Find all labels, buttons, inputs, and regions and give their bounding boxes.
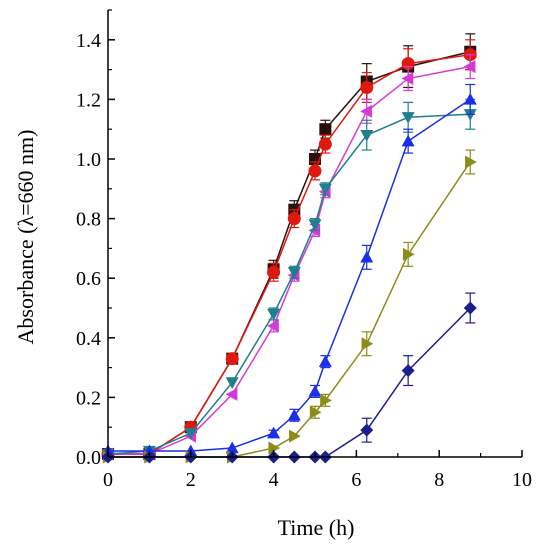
data-point-triangle-right — [289, 429, 301, 443]
series-triangle-left — [101, 54, 476, 461]
data-point-triangle-right — [268, 441, 281, 455]
data-point-diamond — [401, 364, 415, 378]
data-point-triangle-left — [463, 60, 476, 74]
data-point-triangle-right — [320, 393, 332, 407]
data-point-triangle-right — [361, 337, 374, 351]
data-point-triangle-left — [225, 387, 238, 401]
x-tick-label: 2 — [186, 469, 196, 491]
x-tick-label: 6 — [351, 469, 361, 491]
data-point-triangle-right — [402, 247, 415, 261]
data-point-triangle-down — [184, 427, 198, 440]
data-point-diamond — [463, 301, 477, 315]
data-point-square — [319, 123, 332, 136]
data-point-triangle-left — [401, 72, 414, 86]
data-point-triangle-right — [465, 155, 477, 169]
series-triangle-right — [102, 149, 477, 464]
y-axis-title: Absorbance (λ=660 nm) — [13, 130, 38, 345]
series-circle — [101, 39, 477, 461]
data-point-triangle-down — [287, 267, 301, 279]
series-line — [108, 50, 471, 455]
series-triangle-down — [101, 98, 477, 461]
series-square — [102, 33, 477, 461]
data-point-triangle-up — [267, 426, 281, 439]
data-point-triangle-up — [360, 250, 374, 263]
data-point-circle — [267, 265, 281, 279]
y-tick-label: 0.6 — [76, 268, 101, 290]
axes-layer: 0 2 4 6 8 10 0.0 0.2 0.4 0.6 0.8 1.0 1.2 1.4 — [76, 9, 532, 491]
data-point-circle — [318, 137, 332, 151]
y-tick-label: 1.4 — [76, 30, 101, 52]
series-triangle-up — [101, 83, 477, 457]
data-point-triangle-down — [318, 183, 332, 196]
x-tick-label: 8 — [434, 469, 444, 491]
data-point-triangle-up — [318, 355, 332, 367]
data-point-triangle-up — [463, 92, 477, 105]
data-point-diamond — [360, 423, 374, 437]
data-point-triangle-down — [308, 219, 322, 232]
x-axis-title: Time (h) — [278, 515, 355, 540]
y-tick-label: 0.0 — [76, 447, 101, 469]
y-tick-label: 0.2 — [76, 387, 101, 409]
series-line — [108, 65, 471, 455]
data-point-triangle-down — [267, 308, 281, 321]
data-point-triangle-down — [225, 377, 239, 389]
data-point-triangle-up — [225, 441, 239, 454]
y-tick-label: 1.0 — [76, 149, 101, 171]
y-tick-label: 1.2 — [76, 89, 101, 111]
x-tick-label: 10 — [512, 469, 532, 491]
series-line — [107, 113, 471, 455]
x-tick-label: 0 — [103, 469, 113, 491]
data-point-triangle-right — [309, 405, 322, 419]
data-point-circle — [225, 352, 239, 366]
data-point-circle — [287, 212, 301, 226]
data-point-triangle-left — [360, 104, 372, 118]
data-point-circle — [308, 164, 322, 178]
data-point-triangle-up — [287, 408, 301, 421]
data-point-triangle-up — [401, 134, 415, 147]
y-tick-label: 0.8 — [76, 209, 101, 231]
data-point-triangle-down — [360, 129, 374, 142]
data-point-triangle-down — [463, 109, 477, 121]
data-point-triangle-up — [308, 384, 322, 397]
y-tick-label: 0.4 — [76, 328, 101, 350]
data-point-triangle-down — [401, 112, 415, 124]
data-point-triangle-left — [267, 319, 279, 333]
series-layer — [101, 33, 477, 464]
data-point-circle — [360, 80, 374, 94]
x-tick-label: 4 — [269, 469, 279, 491]
series-line — [108, 53, 471, 455]
